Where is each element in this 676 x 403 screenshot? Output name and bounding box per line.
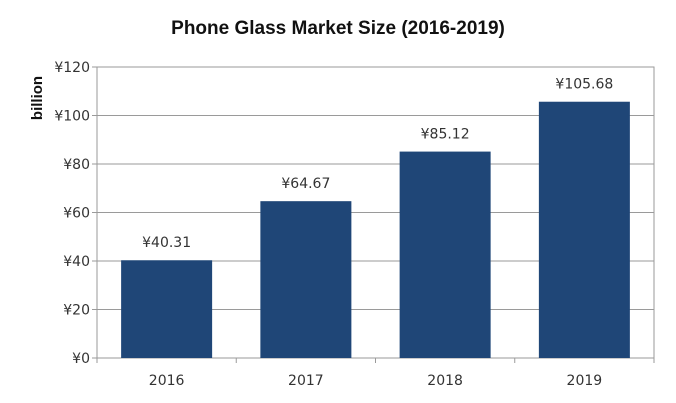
x-tick-label-2017: 2017 bbox=[288, 373, 324, 389]
data-label-2019: ¥105.68 bbox=[555, 77, 613, 93]
x-tick-label-2016: 2016 bbox=[149, 373, 185, 389]
y-axis-label: billion bbox=[29, 76, 46, 120]
bar-2019 bbox=[538, 101, 630, 358]
y-tick-label: ¥100 bbox=[54, 109, 90, 125]
y-tick-label: ¥20 bbox=[63, 303, 90, 319]
y-axis-ticks: ¥0 ¥20 ¥40 ¥60 ¥80 ¥100 ¥120 bbox=[54, 60, 90, 367]
x-tick-label-2018: 2018 bbox=[427, 373, 463, 389]
data-labels: ¥40.31 ¥64.67 ¥85.12 ¥105.68 bbox=[142, 77, 613, 252]
bar-2016 bbox=[121, 260, 213, 358]
bar-2018 bbox=[399, 151, 491, 358]
y-tick-label: ¥80 bbox=[63, 157, 90, 173]
y-tick-label: ¥120 bbox=[54, 60, 90, 76]
chart-title: Phone Glass Market Size (2016-2019) bbox=[171, 18, 505, 39]
y-tick-label: ¥40 bbox=[63, 254, 90, 270]
data-label-2017: ¥64.67 bbox=[281, 176, 330, 192]
data-label-2016: ¥40.31 bbox=[142, 235, 191, 251]
y-tick-label: ¥0 bbox=[72, 351, 90, 367]
bar-2017 bbox=[260, 201, 352, 358]
bars bbox=[121, 101, 630, 358]
x-tick-label-2019: 2019 bbox=[567, 373, 603, 389]
x-axis-ticks: 2016 2017 2018 2019 bbox=[96, 358, 655, 389]
y-tick-label: ¥60 bbox=[63, 206, 90, 222]
data-label-2018: ¥85.12 bbox=[421, 127, 470, 143]
